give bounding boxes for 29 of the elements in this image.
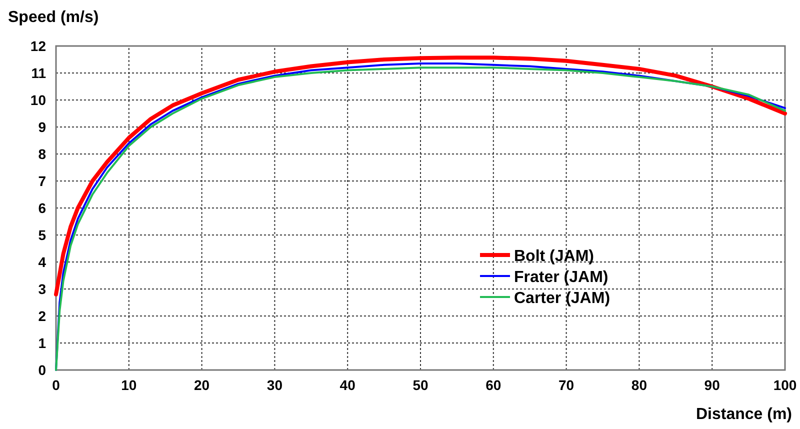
y-tick-label: 3	[38, 281, 46, 297]
y-tick-label: 9	[38, 119, 46, 135]
y-tick-label: 12	[30, 38, 46, 54]
y-tick-label: 0	[38, 362, 46, 378]
x-tick-label: 10	[121, 377, 137, 393]
x-tick-label: 40	[340, 377, 356, 393]
x-tick-label: 100	[773, 377, 797, 393]
x-tick-label: 0	[52, 377, 60, 393]
x-tick-label: 70	[558, 377, 574, 393]
x-axis-title: Distance (m)	[696, 406, 792, 423]
x-tick-label: 50	[412, 377, 428, 393]
legend-label: Carter (JAM)	[514, 290, 610, 307]
y-tick-label: 5	[38, 227, 46, 243]
x-tick-label: 20	[194, 377, 210, 393]
x-tick-label: 60	[486, 377, 502, 393]
y-tick-label: 1	[38, 335, 46, 351]
y-tick-label: 6	[38, 200, 46, 216]
y-tick-label: 8	[38, 146, 46, 162]
y-tick-label: 2	[38, 308, 46, 324]
x-tick-label: 30	[266, 377, 283, 393]
x-tick-label: 90	[704, 377, 720, 393]
y-tick-label: 7	[38, 173, 46, 189]
legend-label: Frater (JAM)	[514, 269, 608, 286]
x-tick-label: 80	[631, 377, 648, 393]
y-tick-label: 11	[31, 65, 46, 81]
y-tick-label: 10	[30, 92, 46, 108]
legend-label: Bolt (JAM)	[514, 248, 594, 265]
y-tick-label: 4	[38, 254, 46, 270]
y-axis-title: Speed (m/s)	[8, 9, 99, 26]
